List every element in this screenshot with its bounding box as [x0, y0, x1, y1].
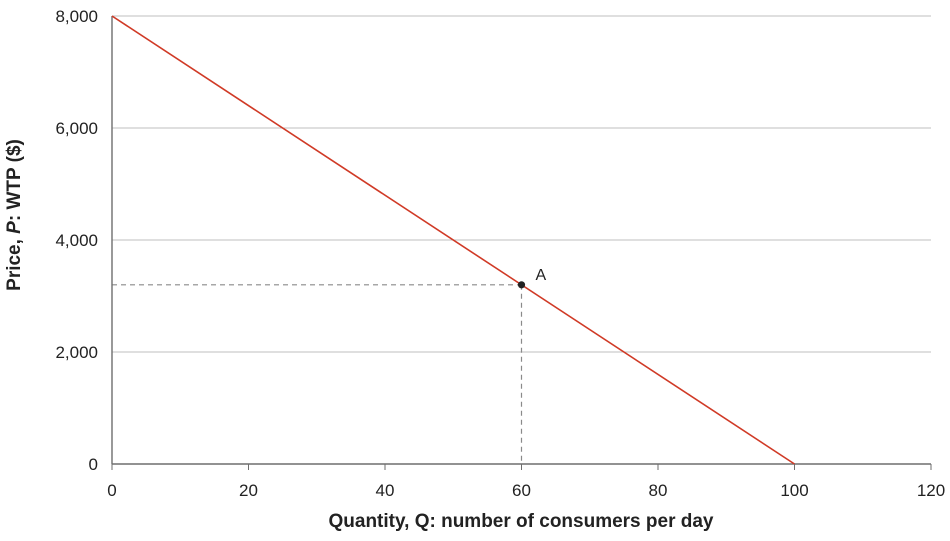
y-axis-title-part: : WTP ($): [4, 139, 25, 221]
point-guides: [112, 284, 523, 464]
x-axis-title: Quantity, Q: number of consumers per day: [329, 511, 714, 532]
y-tick-label: 8,000: [55, 7, 98, 26]
y-axis-title-part: Price,: [4, 234, 25, 291]
x-tick-label: 60: [512, 481, 531, 500]
x-tick-label: 40: [376, 481, 395, 500]
x-tick-labels: 0 20 40 60 80 100 120: [107, 481, 945, 500]
y-tick-labels: 0 2,000 4,000 6,000 8,000: [55, 7, 98, 474]
y-tick-label: 6,000: [55, 119, 98, 138]
point-label: A: [536, 267, 547, 284]
x-tick-label: 120: [917, 481, 945, 500]
y-tick-label: 2,000: [55, 343, 98, 362]
x-tick-label: 100: [780, 481, 808, 500]
point-marker: [517, 281, 526, 289]
y-axis-title: Price, P: WTP ($): [4, 139, 25, 291]
x-tick-label: 20: [239, 481, 258, 500]
y-tick-label: 4,000: [55, 231, 98, 250]
series: [111, 15, 795, 465]
points: A: [517, 267, 547, 289]
y-axis-title-variable: P: [4, 221, 25, 234]
x-tick-label: 0: [107, 481, 116, 500]
y-tick-label: 0: [89, 455, 98, 474]
x-tick-label: 80: [649, 481, 668, 500]
demand-curve-line: [111, 15, 795, 465]
gridlines: [112, 15, 931, 353]
